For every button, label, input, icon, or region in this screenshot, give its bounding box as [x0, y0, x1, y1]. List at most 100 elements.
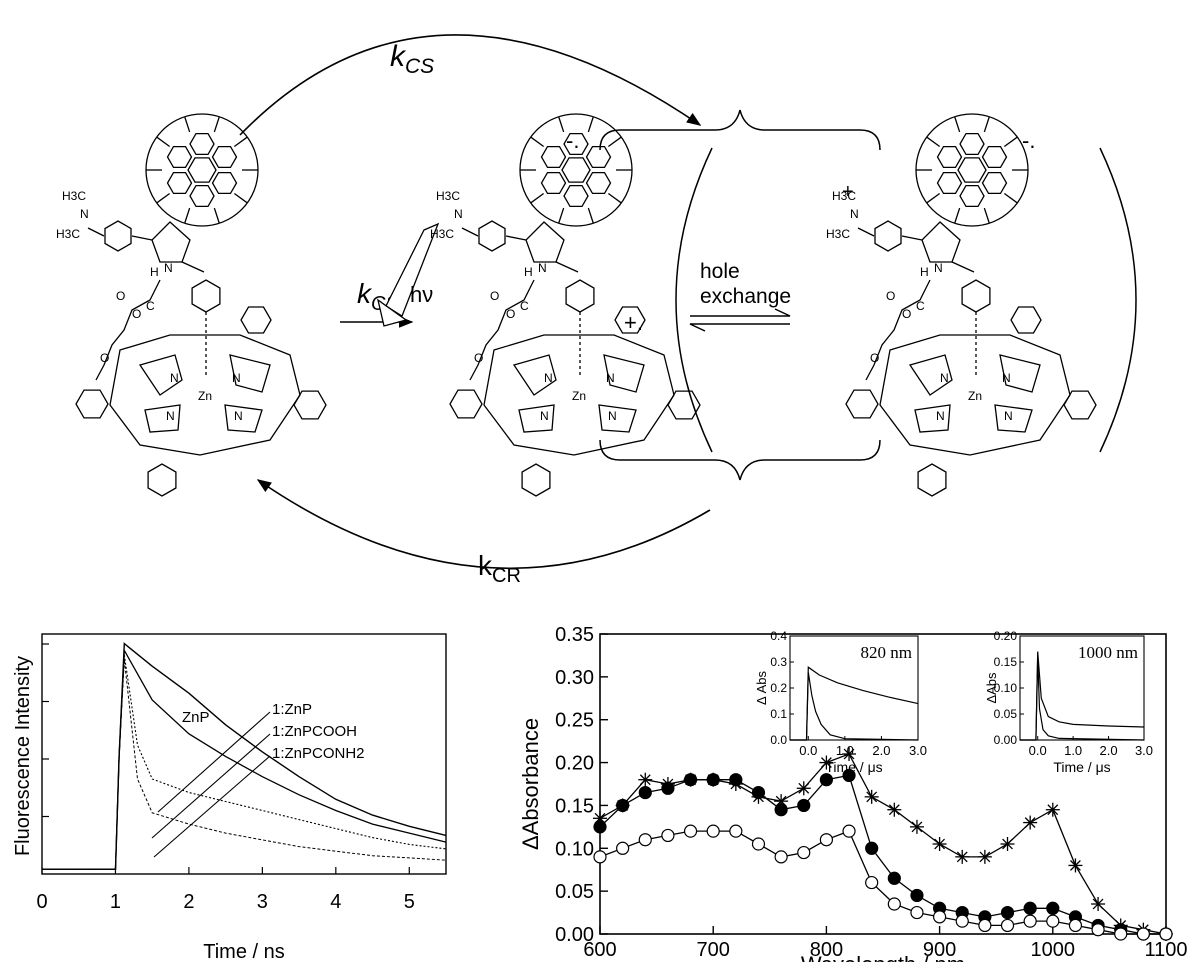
ab-y-tick-label: 0.00 [555, 924, 594, 946]
filled-circle-marker [685, 774, 697, 786]
fullerene-cage [916, 114, 1028, 226]
porphyrin-n-4: N [608, 409, 617, 423]
inset-wavelength-label: 1000 nm [1078, 643, 1138, 662]
methyl-label-bottom: H3C [826, 227, 850, 241]
open-circle-marker [979, 919, 991, 931]
open-circle-marker [752, 838, 764, 850]
hydroxyl-o-label: O [886, 289, 895, 303]
open-circle-marker [888, 898, 900, 910]
carbonyl-o-label: O [902, 307, 911, 321]
zinc-label: Zn [968, 389, 982, 403]
open-circle-marker [843, 825, 855, 837]
annotation-1-znpcooh: 1:ZnPCOOH [272, 723, 357, 740]
open-circle-marker [798, 847, 810, 859]
fl-x-tick-label: 0 [36, 891, 47, 913]
pyrrolidine-ring [152, 222, 190, 262]
open-circle-marker [730, 825, 742, 837]
open-circle-marker [707, 825, 719, 837]
carbonyl-o-label: O [132, 307, 141, 321]
open-circle-marker [866, 877, 878, 889]
star-marker [1023, 816, 1037, 830]
methyl-label-bottom: H3C [56, 227, 80, 241]
star-marker [910, 820, 924, 834]
hydroxyl-o-label: O [490, 289, 499, 303]
open-circle-marker [934, 911, 946, 923]
top-kcs-label: kCS [390, 40, 434, 78]
methyl-label-top: H3C [436, 189, 460, 203]
ab-x-tick-label: 1000 [1031, 939, 1076, 961]
open-circle-marker [1092, 924, 1104, 936]
filled-circle-marker [639, 787, 651, 799]
phenyl-right [294, 391, 326, 419]
reaction-scheme: kCS kCR kCS hν hole exchange -. +. -. + … [56, 35, 1136, 587]
ab-y-tick-label: 0.15 [555, 795, 594, 817]
bottom-kcr-label: kCR [478, 550, 521, 587]
methyl-label-bottom: H3C [430, 227, 454, 241]
ab-y-tick-label: 0.05 [555, 881, 594, 903]
open-circle-marker [617, 842, 629, 854]
porphyrin-n-1: N [544, 371, 553, 385]
inset-y-tick-label: 0.20 [994, 629, 1018, 643]
star-marker [1068, 858, 1082, 872]
open-circle-marker [1137, 928, 1149, 940]
inset-x-tick-label: 1.0 [1064, 743, 1082, 758]
fluorescence-x-label: Time / ns [203, 941, 285, 962]
open-circle-marker [956, 915, 968, 927]
inset-x-tick-label: 3.0 [1135, 743, 1153, 758]
star-marker [978, 850, 992, 864]
star-marker [638, 773, 652, 787]
filled-circle-marker [752, 787, 764, 799]
inset-x-tick-label: 2.0 [1100, 743, 1118, 758]
porphyrin-n-3: N [540, 409, 549, 423]
open-circle-marker [1024, 915, 1036, 927]
exchange-label: exchange [700, 285, 791, 308]
open-circle-marker [911, 907, 923, 919]
porphyrin-n-3: N [936, 409, 945, 423]
fl-x-tick-label: 3 [257, 891, 268, 913]
fl-x-tick-label: 2 [183, 891, 194, 913]
fluorescence-plot-frame [42, 634, 446, 874]
ether-o-label: O [100, 351, 109, 365]
porphyrin-n-1: N [170, 371, 179, 385]
filled-circle-marker [1047, 902, 1059, 914]
phenyl-left [76, 390, 108, 418]
open-circle-marker [820, 834, 832, 846]
amine-n-label: N [454, 207, 463, 221]
ab-y-tick-label: 0.30 [555, 667, 594, 689]
light-label: hν [410, 282, 433, 307]
pyrrolidine-n-label: N [934, 261, 943, 275]
ab-y-tick-label: 0.25 [555, 710, 594, 732]
filled-circle-marker [820, 774, 832, 786]
filled-circle-marker [662, 782, 674, 794]
inset-y-tick-label: 0.00 [994, 733, 1018, 747]
phenyl-right [668, 391, 700, 419]
ab-x-tick-label: 1100 [1144, 939, 1187, 961]
inset-x-label: Time / μs [825, 759, 882, 775]
radical-cation-1: +. [624, 310, 643, 335]
methyl-label-top: H3C [832, 189, 856, 203]
annotation-1-znp: 1:ZnP [272, 701, 312, 718]
inset-y-tick-label: 0.15 [994, 655, 1018, 669]
filled-circle-marker [775, 804, 787, 816]
porphyrin-n-1: N [940, 371, 949, 385]
inset-wavelength-label: 820 nm [861, 643, 912, 662]
phenyl-top [241, 307, 271, 333]
fl-x-tick-label: 4 [330, 891, 341, 913]
annotation-1-znpconh2: 1:ZnPCONH2 [272, 745, 365, 762]
open-circle-marker [1069, 919, 1081, 931]
filled-circle-marker [707, 774, 719, 786]
molecule-3: H3CNH3CHNOCOOZnNNNN [826, 114, 1096, 496]
carbonyl-o-label: O [506, 307, 515, 321]
open-circle-marker [639, 834, 651, 846]
open-circle-marker [1002, 919, 1014, 931]
fluorescence-y-label: Fluorescence Intensity [12, 656, 34, 856]
open-circle-marker [1115, 928, 1127, 940]
nh-h-label: H [150, 265, 159, 279]
inset-y-label: ΔAbs [984, 672, 999, 704]
zinc-label: Zn [198, 389, 212, 403]
filled-circle-marker [594, 821, 606, 833]
pyrrolidine-ring [922, 222, 960, 262]
fluorescence-chart: 012345 Time / ns Fluorescence Intensity … [12, 634, 446, 962]
ab-y-tick-label: 0.35 [555, 624, 594, 646]
inset-y-tick-label: 0.0 [770, 733, 787, 747]
